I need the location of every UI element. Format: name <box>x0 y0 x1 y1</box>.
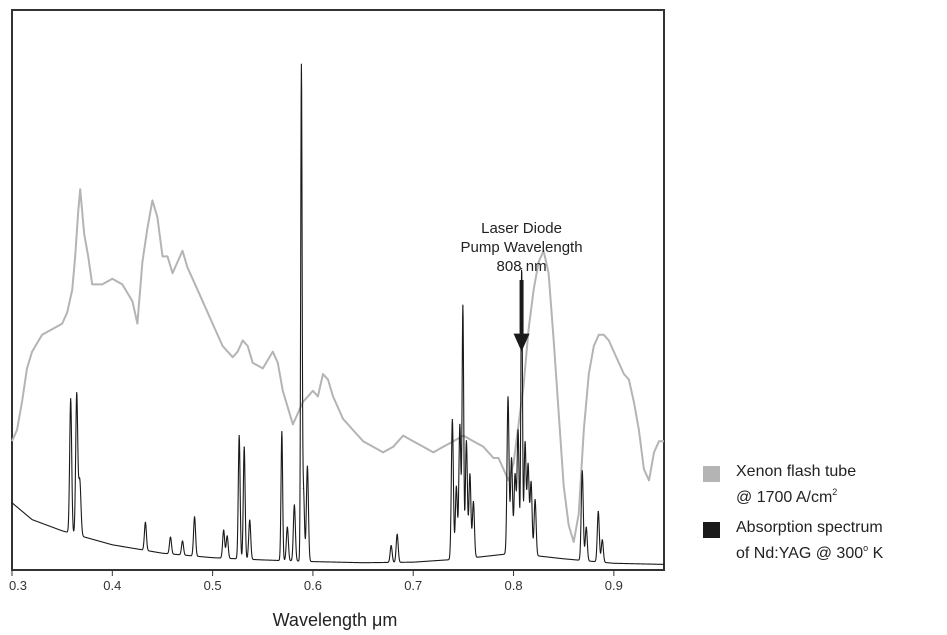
ndyag-peak-22 <box>459 424 461 426</box>
ndyag-peak-27 <box>507 396 509 398</box>
ndyag-peak-33 <box>527 464 529 466</box>
ndyag-peak-16 <box>302 487 304 490</box>
x-tick-label-0.7: 0.7 <box>404 578 422 593</box>
legend-ndyag-line-2: of Nd:YAG @ 300o K <box>736 538 883 564</box>
ndyag-peak-29 <box>514 474 516 476</box>
legend-swatch-xenon <box>703 466 720 482</box>
ndyag-peak-25 <box>469 473 471 475</box>
legend-ndyag-line-1: Absorption spectrum <box>736 519 883 536</box>
ndyag-peak-36 <box>581 470 583 472</box>
legend-xenon-line-2: @ 1700 A/cm2 <box>736 482 856 508</box>
ndyag-peak-28 <box>510 457 513 459</box>
ndyag-peak-2 <box>79 479 81 481</box>
ndyag-peak-8 <box>226 535 228 537</box>
ndyag-peak-18 <box>390 545 392 547</box>
legend-xenon-line-2-text: @ 1700 A/cm <box>736 489 833 506</box>
xenon-series-line <box>11 188 664 543</box>
ndyag-peak-23 <box>462 306 464 308</box>
legend-item-xenon: Xenon flash tube @ 1700 A/cm2 <box>703 462 947 508</box>
legend-ndyag-tail: K <box>868 545 884 562</box>
annotation-line-1: Laser Diode <box>481 220 562 237</box>
ndyag-peak-5 <box>181 540 184 542</box>
ndyag-series-layer <box>11 63 665 565</box>
x-axis-label: Wavelength μm <box>273 610 398 630</box>
ndyag-peak-15 <box>300 73 302 75</box>
x-tick-label-0.6: 0.6 <box>304 578 322 593</box>
ndyag-peak-17 <box>306 465 309 467</box>
legend-xenon-sup: 2 <box>832 487 838 497</box>
ndyag-peak-11 <box>249 519 251 521</box>
ndyag-peak-38 <box>597 510 599 513</box>
ndyag-peak-26 <box>472 501 475 503</box>
ndyag-peak-21 <box>455 485 457 488</box>
x-tick-label-0.8: 0.8 <box>504 578 522 593</box>
plot-frame <box>11 9 665 571</box>
annotation-line-2: Pump Wavelength <box>461 239 583 256</box>
ndyag-peak-14 <box>293 504 295 506</box>
xenon-series-layer <box>11 188 664 543</box>
legend-ndyag-line-2-text: of Nd:YAG @ 300 <box>736 545 864 562</box>
ndyag-peak-37 <box>585 526 587 528</box>
ndyag-series-line <box>11 63 665 565</box>
ndyag-peak-19 <box>396 533 398 535</box>
annotation-line-3: 808 nm <box>497 258 547 275</box>
ndyag-peak-9 <box>238 435 240 437</box>
ndyag-peak-30 <box>517 429 519 432</box>
x-tick-label-0.4: 0.4 <box>103 578 121 593</box>
x-tick-label-0.5: 0.5 <box>204 578 222 593</box>
ndyag-peak-24 <box>465 440 467 442</box>
ndyag-peak-13 <box>286 526 288 528</box>
ndyag-peak-10 <box>243 446 245 448</box>
ndyag-peak-7 <box>223 529 225 531</box>
legend-label-ndyag: Absorption spectrum of Nd:YAG @ 300o K <box>736 518 883 564</box>
legend-label-xenon: Xenon flash tube @ 1700 A/cm2 <box>736 462 856 508</box>
ndyag-peak-3 <box>144 521 147 523</box>
annotation-arrow-head <box>513 333 530 352</box>
ndyag-peak-34 <box>530 481 532 483</box>
ndyag-peak-4 <box>169 536 172 538</box>
legend-ndyag-sup: o <box>863 543 869 553</box>
legend: Xenon flash tube @ 1700 A/cm2 Absorption… <box>703 462 947 574</box>
x-tick-label-0.3: 0.3 <box>9 578 27 593</box>
ndyag-peak-32 <box>524 441 526 444</box>
x-axis: 0.3 0.4 0.5 0.6 0.7 0.8 0.9 <box>9 570 623 593</box>
ndyag-peak-31 <box>521 267 523 270</box>
pump-annotation: Laser Diode Pump Wavelength 808 nm <box>461 220 583 352</box>
ndyag-peak-1 <box>76 394 78 396</box>
ndyag-peak-6 <box>193 516 196 518</box>
ndyag-peak-0 <box>70 398 72 400</box>
legend-item-ndyag: Absorption spectrum of Nd:YAG @ 300o K <box>703 518 947 564</box>
ndyag-peak-39 <box>601 539 603 541</box>
legend-swatch-ndyag <box>703 522 720 538</box>
legend-xenon-line-1: Xenon flash tube <box>736 463 857 480</box>
ndyag-peak-20 <box>451 418 453 421</box>
x-tick-label-0.9: 0.9 <box>605 578 623 593</box>
ndyag-peak-35 <box>534 499 536 501</box>
ndyag-peak-12 <box>281 431 283 433</box>
